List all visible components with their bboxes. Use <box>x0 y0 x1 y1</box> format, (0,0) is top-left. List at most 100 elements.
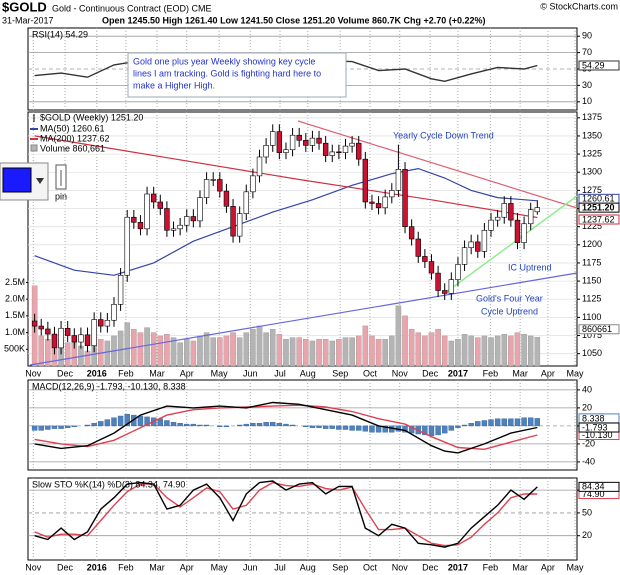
candle-body <box>527 209 534 225</box>
candle-body <box>223 190 230 207</box>
candle-body <box>494 216 501 221</box>
y-tick-label: 1200 <box>582 239 602 249</box>
histogram-bar <box>494 418 501 427</box>
histogram-bar <box>104 419 111 427</box>
color-widget <box>0 162 49 201</box>
histogram-bar <box>316 425 322 428</box>
volume-bar <box>283 339 289 367</box>
candle-body <box>289 134 296 151</box>
candle-body <box>91 319 97 346</box>
histogram-bar <box>38 425 44 431</box>
legend-entry: $GOLD (Weekly) 1251.20 <box>40 112 143 122</box>
candle-body <box>448 279 455 294</box>
pin-label: pin <box>55 191 67 201</box>
candle-body <box>488 219 494 231</box>
x-tick-label: Feb <box>483 368 499 378</box>
histogram-bar <box>236 424 243 427</box>
candle-body <box>382 196 388 209</box>
x-tick-label: May <box>567 368 585 378</box>
note-text: lines I am tracking. Gold is fighting ha… <box>133 68 321 78</box>
y-tick-label: 1050 <box>582 348 602 358</box>
x-tick-label: Dec <box>422 368 439 378</box>
x-tick-label: May <box>567 562 585 572</box>
histogram-bar <box>98 421 104 427</box>
volume-bar <box>415 332 422 367</box>
y-tick-label: 50 <box>582 507 592 517</box>
candle-body <box>415 238 421 257</box>
volume-bar <box>441 335 448 367</box>
candle-body <box>475 241 481 252</box>
volume-bar <box>276 334 283 367</box>
histogram-bar <box>481 420 488 427</box>
volume-bar <box>84 350 91 367</box>
x-tick-label: Aug <box>300 562 316 572</box>
histogram-bar <box>217 425 223 427</box>
histogram-bar <box>256 423 263 427</box>
x-tick-label: Feb <box>118 562 134 572</box>
histogram-bar <box>455 425 461 428</box>
y-tick-label: 1225 <box>582 221 602 231</box>
y-tick-label: 1075 <box>582 330 602 340</box>
candle-body <box>395 169 402 191</box>
candle-body <box>131 216 137 223</box>
x-tick-label: Sep <box>332 562 348 572</box>
volume-bar <box>521 334 527 367</box>
x-tick-label: 2016 <box>87 368 107 378</box>
note-box <box>127 52 347 98</box>
candle-body <box>389 190 395 198</box>
candle-body <box>164 208 170 231</box>
histogram-bar <box>223 425 230 427</box>
x-tick-label: Mar <box>512 368 528 378</box>
candle-body <box>322 142 329 156</box>
volume-bar <box>243 332 250 367</box>
volume-bar <box>269 329 276 367</box>
histogram-bar <box>71 425 78 427</box>
y-tick-label: 1325 <box>582 148 602 158</box>
candle-body <box>263 145 269 158</box>
candle-body <box>534 207 541 213</box>
candle-body <box>137 222 144 230</box>
candle-body <box>38 325 44 330</box>
volume-bar <box>422 335 428 367</box>
volume-bar <box>170 337 177 367</box>
value-box-label: 74.90 <box>582 489 605 499</box>
candle-body <box>408 226 415 240</box>
x-tick-label: Feb <box>118 368 134 378</box>
histogram-bar <box>309 425 316 428</box>
volume-bar <box>362 325 369 367</box>
candle-body <box>144 193 150 230</box>
candle-body <box>329 151 335 156</box>
volume-bar <box>190 340 197 367</box>
histogram-bar <box>356 425 362 431</box>
x-tick-label: 2017 <box>448 368 468 378</box>
value-box <box>578 60 620 71</box>
histogram-bar <box>170 422 177 427</box>
x-tick-label: Apr <box>541 562 555 572</box>
y-tick-label: 90 <box>582 31 592 41</box>
candle-body <box>230 206 236 237</box>
histogram-bar <box>144 416 150 427</box>
x-tick-label: May <box>211 368 229 378</box>
volume-bar <box>402 315 408 367</box>
candle-body <box>356 142 362 160</box>
x-tick-label: 2017 <box>448 562 468 572</box>
volume-bar <box>355 335 362 367</box>
histogram-bar <box>336 425 342 430</box>
histogram-bar <box>402 425 408 433</box>
note-text: Gold one plus year Weekly showing key cy… <box>133 56 315 66</box>
x-tick-label: 2016 <box>87 562 107 572</box>
series-line <box>34 480 538 548</box>
value-box-label: 1260.61 <box>582 194 615 204</box>
x-tick-label: Nov <box>392 368 409 378</box>
histogram-bar <box>250 423 256 427</box>
histogram-bar <box>289 424 296 427</box>
candle-body <box>217 179 223 192</box>
candle-body <box>250 175 256 193</box>
trend-line <box>297 120 578 209</box>
histogram-bar <box>84 424 91 427</box>
candle-body <box>508 203 514 221</box>
candle-body <box>84 334 91 346</box>
candle-body <box>435 272 441 291</box>
histogram-bar <box>468 423 474 427</box>
candle-body <box>51 333 58 349</box>
